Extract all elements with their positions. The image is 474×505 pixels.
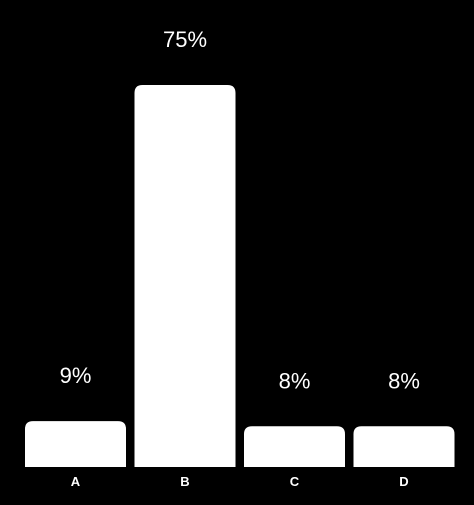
bar-d	[354, 426, 455, 467]
data-label-a: 9%	[60, 363, 92, 388]
bar-c	[244, 426, 345, 467]
bar-b	[135, 85, 236, 467]
data-label-d: 8%	[388, 368, 420, 393]
data-label-c: 8%	[279, 368, 311, 393]
bar-a	[25, 421, 126, 467]
data-label-b: 75%	[163, 27, 207, 52]
x-tick-label-c: C	[290, 474, 300, 489]
x-tick-label-d: D	[399, 474, 408, 489]
x-tick-label-a: A	[71, 474, 81, 489]
x-tick-label-b: B	[180, 474, 189, 489]
